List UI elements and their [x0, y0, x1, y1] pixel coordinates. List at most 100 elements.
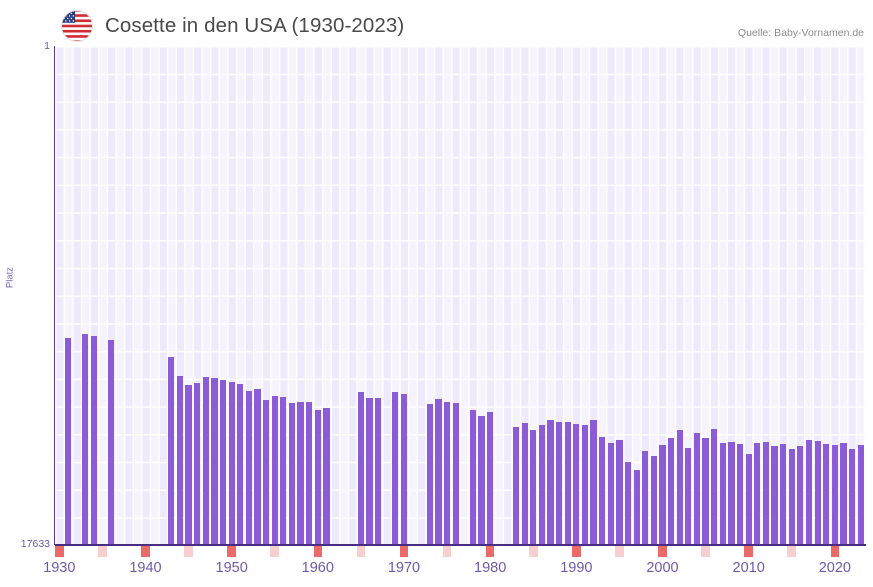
usa-flag-circle-icon [60, 9, 94, 43]
bar[interactable] [797, 446, 804, 545]
y-axis-tick-bottom: 17633 [20, 538, 50, 550]
bar[interactable] [693, 433, 701, 545]
x-axis-tick-minor [442, 546, 452, 557]
x-axis-tick-minor [184, 546, 193, 557]
x-axis-tick-major [399, 546, 409, 557]
bar[interactable] [676, 430, 683, 545]
bar[interactable] [607, 443, 614, 545]
bar[interactable] [719, 443, 726, 545]
bar[interactable] [762, 442, 769, 545]
bar[interactable] [228, 382, 235, 545]
bar[interactable] [530, 430, 537, 545]
x-axis-tick-minor [787, 546, 797, 557]
bar[interactable] [823, 444, 830, 545]
bar[interactable] [745, 454, 752, 545]
bar[interactable] [624, 462, 632, 545]
x-axis-tick-major [658, 546, 667, 557]
bar[interactable] [728, 442, 735, 545]
bar[interactable] [185, 385, 192, 545]
bar[interactable] [831, 445, 838, 545]
bar[interactable] [754, 443, 761, 545]
bar[interactable] [202, 377, 209, 545]
bar[interactable] [64, 338, 71, 545]
bar[interactable] [771, 446, 778, 545]
bar[interactable] [573, 424, 580, 545]
bar[interactable] [375, 398, 382, 545]
x-axis-label: 1950 [215, 560, 248, 576]
bar[interactable] [555, 422, 563, 545]
bar[interactable] [659, 445, 666, 545]
page-title: Cosette in den USA (1930-2023) [105, 14, 405, 37]
bar[interactable] [297, 402, 304, 545]
bar[interactable] [702, 438, 709, 545]
bar[interactable] [90, 336, 97, 545]
bar[interactable] [245, 391, 252, 545]
bar[interactable] [616, 440, 623, 545]
x-axis-line [55, 544, 866, 546]
bar[interactable] [685, 448, 692, 545]
bar[interactable] [366, 398, 373, 545]
bar[interactable] [478, 416, 485, 545]
bar[interactable] [254, 389, 261, 545]
x-axis-tick-major [485, 546, 495, 557]
bar[interactable] [848, 449, 856, 545]
bar[interactable] [357, 392, 364, 545]
bar[interactable] [168, 357, 175, 545]
bar[interactable] [400, 394, 408, 545]
bar[interactable] [857, 445, 864, 545]
bar[interactable] [668, 438, 675, 545]
bar[interactable] [599, 437, 606, 545]
bar[interactable] [547, 420, 554, 545]
bar[interactable] [711, 429, 718, 545]
bar[interactable] [271, 396, 278, 545]
bar[interactable] [452, 403, 459, 545]
bar[interactable] [314, 410, 321, 545]
bar[interactable] [805, 440, 813, 545]
bar[interactable] [194, 383, 201, 545]
bar[interactable] [280, 397, 287, 545]
bar[interactable] [840, 443, 847, 545]
x-axis-label: 2000 [646, 560, 679, 576]
x-axis-label: 2020 [818, 560, 851, 576]
bar[interactable] [237, 384, 244, 545]
bar[interactable] [219, 380, 227, 545]
bar[interactable] [426, 404, 433, 545]
bar[interactable] [211, 378, 218, 545]
x-axis-tick-major [830, 546, 840, 557]
bar[interactable] [82, 334, 89, 545]
bar[interactable] [633, 470, 640, 545]
bar[interactable] [590, 420, 597, 545]
bar[interactable] [780, 444, 787, 545]
bar[interactable] [581, 425, 589, 545]
bar[interactable] [176, 376, 184, 545]
bar[interactable] [107, 340, 115, 545]
bar[interactable] [736, 444, 744, 545]
y-axis-tick-top: 1 [44, 40, 50, 52]
bar[interactable] [263, 400, 270, 545]
bar[interactable] [288, 403, 296, 545]
bar[interactable] [392, 392, 399, 545]
bar[interactable] [323, 408, 330, 545]
bar[interactable] [443, 402, 451, 545]
x-axis-label: 1990 [560, 560, 593, 576]
x-axis-tick-major [55, 546, 64, 557]
bar[interactable] [642, 451, 649, 545]
bar[interactable] [469, 410, 476, 545]
bar[interactable] [487, 412, 494, 545]
x-axis-tick-strip [55, 546, 865, 557]
bar[interactable] [814, 441, 821, 545]
bar[interactable] [788, 449, 795, 545]
x-axis-tick-minor [270, 546, 280, 557]
x-axis-label: 1970 [387, 560, 421, 576]
bar[interactable] [435, 399, 442, 545]
x-axis-tick-major [141, 546, 150, 557]
bar[interactable] [650, 456, 657, 545]
y-axis-title: Platz [4, 266, 16, 289]
bar[interactable] [564, 422, 571, 545]
bar[interactable] [521, 423, 528, 545]
x-axis-tick-major [227, 546, 236, 557]
bar[interactable] [538, 425, 545, 545]
plot-area [55, 46, 865, 545]
bar[interactable] [512, 427, 520, 545]
bar[interactable] [306, 402, 313, 545]
